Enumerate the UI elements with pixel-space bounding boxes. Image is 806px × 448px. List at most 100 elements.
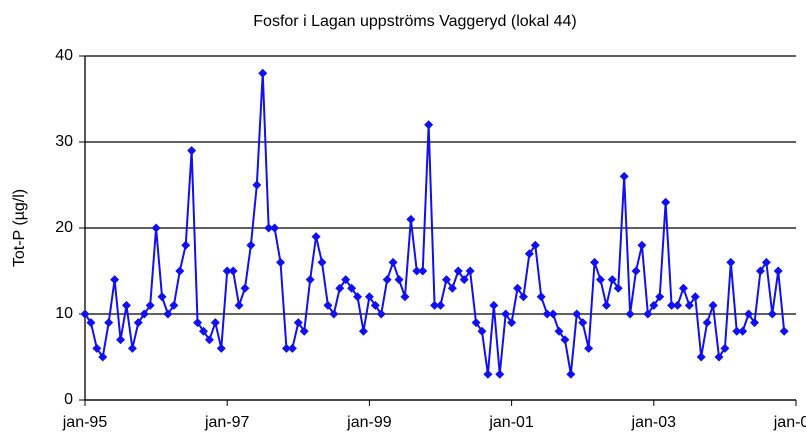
data-point [104, 318, 114, 328]
data-point [477, 326, 487, 336]
data-point [222, 266, 232, 276]
data-point [199, 326, 208, 336]
data-point [163, 309, 173, 319]
data-point [690, 292, 700, 302]
data-point [560, 335, 570, 345]
data-point [702, 318, 712, 328]
data-point [347, 283, 357, 293]
data-point [329, 309, 339, 319]
data-point [335, 283, 345, 293]
data-point [566, 369, 576, 379]
data-point [121, 300, 131, 310]
data-point [572, 309, 582, 319]
data-point [388, 257, 398, 267]
data-point [412, 266, 422, 276]
data-point [578, 318, 588, 328]
data-point [98, 352, 108, 362]
data-point [234, 300, 244, 310]
data-point [341, 275, 351, 285]
x-tick-label: jan-97 [204, 414, 250, 431]
data-point [779, 326, 789, 336]
data-point [110, 275, 120, 285]
data-point [376, 309, 386, 319]
data-point [507, 318, 517, 328]
data-point [637, 240, 647, 250]
data-point [607, 275, 617, 285]
x-tick-label: jan-03 [631, 414, 677, 431]
y-tick-label: 20 [55, 219, 73, 236]
data-point [175, 266, 185, 276]
chart-title: Fosfor i Lagan uppströms Vaggeryd (lokal… [253, 13, 576, 30]
data-point [151, 223, 161, 233]
data-point [270, 223, 280, 233]
data-point [767, 309, 777, 319]
data-point [536, 292, 546, 302]
data-point [430, 300, 440, 310]
data-point [619, 171, 629, 181]
y-tick-label: 30 [55, 133, 73, 150]
data-point [281, 343, 291, 353]
data-point [744, 309, 754, 319]
x-tick-label: jan-95 [62, 414, 108, 431]
data-point [667, 300, 677, 310]
data-point [311, 232, 321, 242]
data-point [471, 318, 481, 328]
data-point [187, 146, 197, 156]
data-point [424, 120, 434, 130]
data-point [394, 275, 404, 285]
y-tick-label: 10 [55, 305, 73, 322]
data-point [370, 300, 380, 310]
data-point [169, 300, 179, 310]
data-point [595, 275, 605, 285]
data-point [643, 309, 653, 319]
data-point [418, 266, 428, 276]
y-tick-label: 40 [55, 47, 73, 64]
data-point [755, 266, 765, 276]
data-point [216, 343, 226, 353]
data-point [465, 266, 475, 276]
data-point [524, 249, 534, 259]
data-point [258, 68, 268, 78]
data-point [459, 275, 469, 285]
data-point [382, 275, 392, 285]
data-point [204, 335, 214, 345]
data-point [400, 292, 410, 302]
data-point [773, 266, 783, 276]
data-point [353, 292, 363, 302]
data-point [210, 318, 220, 328]
data-point [696, 352, 706, 362]
data-point [406, 214, 416, 224]
data-point [453, 266, 463, 276]
data-point [501, 309, 511, 319]
data-point [631, 266, 641, 276]
data-point [181, 240, 191, 250]
data-point [441, 275, 451, 285]
data-point [145, 300, 155, 310]
data-point [317, 257, 327, 267]
data-point [483, 369, 493, 379]
data-point [518, 292, 528, 302]
data-point [293, 318, 303, 328]
data-point [720, 343, 730, 353]
data-point [738, 326, 748, 336]
data-point [714, 352, 724, 362]
data-point [246, 240, 256, 250]
x-tick-label: jan-05 [773, 414, 806, 431]
data-point [305, 275, 315, 285]
data-point [80, 309, 90, 319]
data-point [489, 300, 499, 310]
data-point [761, 257, 771, 267]
data-point [661, 197, 671, 207]
data-point [364, 292, 374, 302]
data-line [84, 73, 786, 375]
data-point [276, 257, 286, 267]
data-point [655, 292, 665, 302]
data-point [590, 257, 600, 267]
data-point [726, 257, 736, 267]
x-tick-label: jan-99 [346, 414, 392, 431]
data-point [530, 240, 540, 250]
data-point [299, 326, 309, 336]
data-point [86, 318, 96, 328]
data-point [673, 300, 682, 310]
